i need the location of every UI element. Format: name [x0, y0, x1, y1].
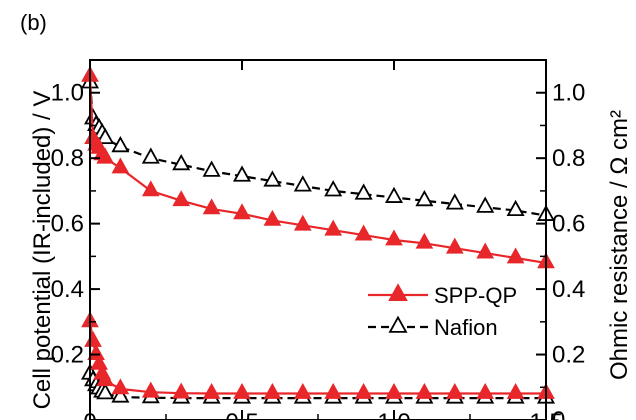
plot-frame	[89, 59, 547, 420]
data-point	[445, 382, 464, 399]
data-point	[202, 198, 221, 215]
y-tick-label-left: 0.2	[51, 342, 84, 369]
data-point	[84, 330, 102, 347]
data-point	[293, 175, 312, 192]
data-point	[141, 147, 160, 164]
legend-label: SPP-QP	[434, 283, 517, 308]
data-point	[141, 381, 160, 398]
data-point	[506, 199, 525, 217]
data-point	[202, 160, 221, 177]
data-point	[172, 382, 191, 399]
y-tick-label-right: 0.6	[552, 211, 585, 238]
data-point	[476, 242, 495, 259]
data-point	[385, 229, 403, 246]
data-point	[506, 247, 525, 264]
data-point	[476, 196, 495, 213]
data-point	[415, 382, 434, 399]
y-axis-title-left: Cell potential (IR-included) / V	[29, 91, 56, 410]
data-point	[233, 382, 251, 399]
data-point	[445, 237, 464, 254]
y-tick-label-left: 1.0	[51, 80, 84, 107]
data-point	[96, 147, 115, 164]
series-line	[88, 76, 547, 264]
data-point	[354, 382, 373, 399]
y-tick-label-right: 0.8	[552, 145, 585, 172]
data-point	[324, 180, 343, 197]
data-point	[354, 183, 373, 200]
x-tick-label: 0.5	[225, 409, 258, 420]
data-point	[111, 386, 130, 403]
data-point	[354, 224, 373, 241]
tick-layer: 0.2 0.4 0.6 0.8 1.0 0 0.2 0.4 0.6 0.8 1.0 0 0.5 1.0 1.…	[51, 59, 585, 420]
data-point	[324, 382, 343, 399]
data-point	[415, 189, 434, 207]
data-point	[233, 203, 251, 220]
legend-item-nafion: Nafion	[368, 315, 498, 340]
series-spp-qp-potential	[81, 65, 555, 269]
y-tick-label-right: 0.2	[552, 342, 585, 369]
panel-label: (b)	[20, 10, 47, 35]
data-point	[415, 232, 434, 249]
data-point	[445, 193, 464, 210]
data-point	[172, 153, 191, 171]
data-point	[385, 382, 403, 399]
x-tick-label: 1.0	[377, 409, 410, 420]
data-point	[293, 214, 312, 231]
data-point	[202, 382, 221, 399]
data-point	[263, 209, 282, 226]
data-point	[172, 190, 191, 207]
x-tick-label: 0	[83, 409, 96, 420]
series-nafion-potential	[80, 72, 556, 221]
y-tick-label-left: 0.6	[51, 211, 84, 238]
y-tick-label-left: 0.8	[51, 145, 84, 172]
data-point	[111, 378, 130, 395]
legend-item-spp-qp: SPP-QP	[368, 283, 517, 308]
data-point	[111, 135, 130, 153]
legend: SPP-QP Nafion	[368, 283, 517, 340]
series-layer	[80, 65, 556, 404]
legend-marker	[388, 283, 408, 302]
legend-label: Nafion	[434, 315, 498, 340]
x-tick-label: 1.5	[529, 409, 562, 420]
legend-marker	[388, 315, 408, 333]
series-spp-qp-resistance	[81, 311, 555, 399]
data-point	[384, 186, 404, 203]
data-point	[96, 370, 115, 387]
y-tick-label-left: 0.4	[51, 276, 84, 303]
y-tick-label-right: 0	[552, 407, 565, 420]
data-point	[96, 127, 115, 145]
data-point	[96, 383, 115, 400]
data-point	[111, 157, 130, 174]
y-tick-label-right: 1.0	[552, 80, 585, 107]
data-point	[141, 180, 160, 197]
data-point	[263, 382, 282, 399]
y-axis-title-right: Ohmic resistance / Ω cm²	[606, 110, 633, 380]
data-point	[263, 170, 282, 187]
data-point	[293, 382, 312, 399]
data-point	[476, 382, 495, 399]
y-tick-label-right: 0.4	[552, 276, 585, 303]
data-point	[232, 165, 252, 182]
data-point	[506, 382, 525, 399]
data-point	[324, 219, 343, 236]
